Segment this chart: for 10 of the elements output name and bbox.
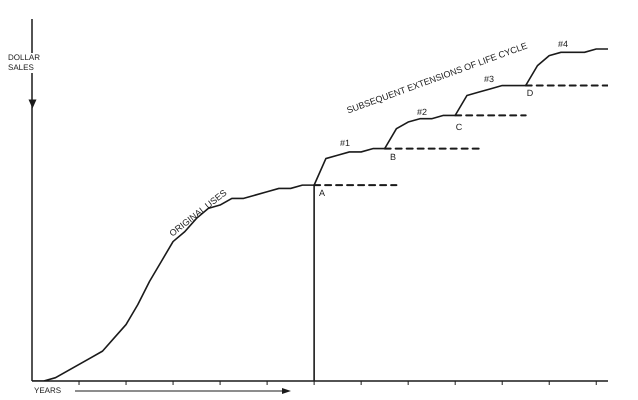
annotation: #3	[484, 74, 494, 84]
x-axis-title: YEARS	[34, 386, 62, 396]
annotation: #2	[416, 107, 428, 117]
annotation: A	[318, 188, 326, 198]
annotation: D	[526, 88, 534, 98]
annotation: #4	[558, 39, 568, 49]
annotation: C	[456, 122, 462, 132]
y-axis-title: DOLLAR SALES	[8, 53, 48, 73]
annotation: B	[390, 152, 396, 162]
annotation: #1	[340, 138, 350, 148]
